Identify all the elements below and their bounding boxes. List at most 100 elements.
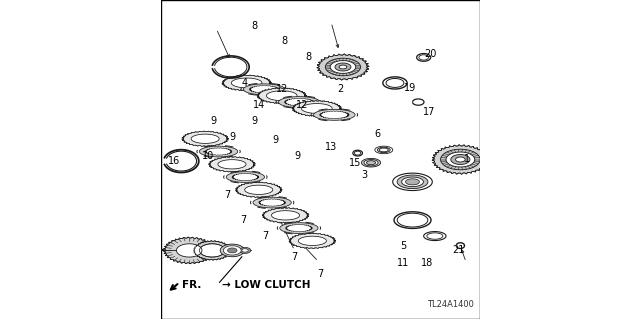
Polygon shape [226,172,264,182]
Text: 7: 7 [291,252,298,262]
Polygon shape [250,85,279,93]
Polygon shape [236,182,282,197]
Text: 9: 9 [272,135,278,145]
Polygon shape [200,244,225,257]
Polygon shape [397,213,428,227]
Polygon shape [289,233,336,249]
Polygon shape [383,77,407,89]
Polygon shape [364,160,378,166]
Polygon shape [393,173,432,190]
Text: FR.: FR. [182,279,202,290]
Polygon shape [378,147,390,152]
Text: TL24A1400: TL24A1400 [428,300,474,309]
Polygon shape [317,54,369,80]
Polygon shape [259,88,305,103]
Text: → LOW CLUTCH: → LOW CLUTCH [221,279,310,290]
Text: 10: 10 [202,151,214,161]
Text: 16: 16 [168,156,180,166]
Polygon shape [406,179,419,185]
Text: 20: 20 [424,49,436,59]
Polygon shape [432,145,489,174]
Polygon shape [237,183,280,197]
Polygon shape [285,224,312,232]
Polygon shape [211,157,253,171]
Polygon shape [227,248,237,253]
Text: 8: 8 [282,36,288,47]
Text: 1: 1 [463,154,470,165]
Polygon shape [397,175,428,189]
Polygon shape [298,236,326,246]
Text: 18: 18 [420,258,433,268]
Polygon shape [222,75,271,91]
Polygon shape [271,211,300,220]
Polygon shape [165,238,213,263]
Polygon shape [259,199,285,206]
Polygon shape [367,161,376,165]
Polygon shape [232,173,259,181]
Text: 21: 21 [452,245,465,256]
Polygon shape [239,248,251,253]
Polygon shape [301,104,332,113]
Polygon shape [355,151,361,155]
Polygon shape [319,111,349,119]
Polygon shape [427,233,443,239]
Polygon shape [280,223,318,234]
Text: 14: 14 [253,100,266,110]
Polygon shape [380,148,388,152]
Text: 17: 17 [423,107,436,117]
Polygon shape [223,246,241,255]
Polygon shape [209,157,255,172]
Text: 7: 7 [262,231,269,241]
Text: 8: 8 [252,20,258,31]
Text: 7: 7 [240,215,246,225]
Polygon shape [244,185,273,195]
Text: 9: 9 [229,132,236,142]
Polygon shape [220,244,244,257]
Polygon shape [386,78,404,87]
Text: 8: 8 [306,52,312,63]
Text: 11: 11 [397,258,409,268]
Polygon shape [402,177,424,187]
Polygon shape [362,159,381,167]
Text: 13: 13 [325,142,337,152]
Polygon shape [253,197,291,208]
Text: 9: 9 [294,151,301,161]
Text: 6: 6 [374,129,381,139]
Text: 4: 4 [242,78,248,88]
Text: 9: 9 [252,116,258,126]
Polygon shape [278,97,320,108]
Polygon shape [200,146,237,157]
Polygon shape [243,84,285,95]
Polygon shape [314,109,355,120]
Polygon shape [394,212,431,228]
Text: 9: 9 [210,116,216,126]
Polygon shape [163,237,215,264]
Polygon shape [446,152,475,167]
Polygon shape [291,234,334,248]
Polygon shape [456,157,465,162]
Polygon shape [262,208,309,223]
Text: 2: 2 [338,84,344,94]
Text: 7: 7 [225,189,230,200]
Text: 19: 19 [404,83,416,93]
Text: 7: 7 [317,269,323,279]
Polygon shape [424,232,446,241]
Polygon shape [417,54,431,61]
Text: 12: 12 [276,84,288,94]
Polygon shape [451,154,470,165]
Polygon shape [264,208,307,222]
Polygon shape [284,98,314,106]
Polygon shape [171,241,208,260]
Text: 5: 5 [400,241,406,251]
Polygon shape [177,244,202,257]
Polygon shape [231,78,262,88]
Polygon shape [325,58,360,76]
Polygon shape [223,76,269,90]
Text: 12: 12 [296,100,308,110]
Polygon shape [191,134,219,144]
Polygon shape [335,63,351,71]
Polygon shape [257,88,307,104]
Polygon shape [339,65,347,69]
Polygon shape [353,150,362,156]
Polygon shape [218,160,246,169]
